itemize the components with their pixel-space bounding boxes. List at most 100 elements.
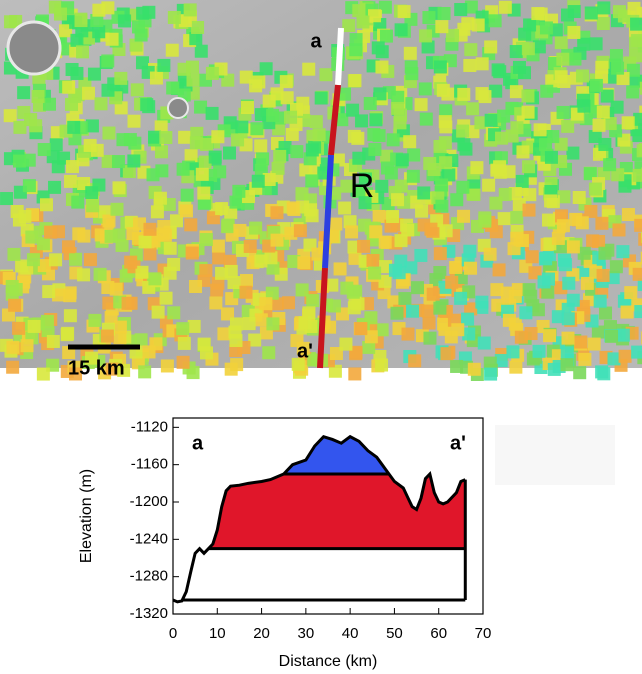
map-tile — [149, 337, 163, 351]
map-tile — [311, 247, 325, 261]
map-tile — [475, 87, 489, 101]
map-tile — [113, 331, 127, 345]
map-tile — [483, 356, 497, 370]
map-tile — [270, 233, 284, 247]
map-tile — [233, 223, 247, 237]
map-tile — [100, 329, 114, 343]
map-tile — [521, 105, 535, 119]
map-tile — [495, 131, 509, 145]
map-tile — [557, 74, 571, 88]
map-tile — [509, 360, 523, 374]
map-tile — [18, 209, 32, 223]
map-tile — [561, 312, 575, 326]
map-tile — [150, 205, 164, 219]
map-tile — [638, 232, 642, 246]
map-tile — [221, 220, 235, 234]
map-tile — [414, 248, 428, 262]
map-tile — [386, 209, 400, 223]
map-tile — [629, 36, 642, 50]
map-tile — [210, 283, 224, 297]
map-tile — [561, 8, 575, 22]
map-tile — [266, 261, 280, 275]
map-tile — [178, 130, 192, 144]
map-tile — [516, 145, 530, 159]
map-tile — [259, 297, 273, 311]
map-tile — [127, 114, 141, 128]
map-tile — [551, 310, 565, 324]
map-tile — [439, 224, 453, 238]
map-tile — [305, 209, 319, 223]
map-tile — [259, 62, 273, 76]
map-tile — [484, 40, 498, 54]
map-tile — [532, 344, 546, 358]
map-tile — [422, 316, 436, 330]
map-tile — [69, 367, 83, 381]
crater — [6, 20, 62, 76]
x-tick-label: 50 — [386, 625, 403, 642]
map-tile — [484, 113, 498, 127]
map-tile — [603, 158, 617, 172]
map-tile — [433, 60, 447, 74]
map-tile — [129, 38, 143, 52]
map-tile — [421, 304, 435, 318]
map-tile — [540, 84, 554, 98]
map-tile — [179, 204, 193, 218]
map-tile — [197, 337, 211, 351]
map-tile — [319, 68, 333, 82]
map-tile — [457, 209, 471, 223]
map-tile — [517, 66, 531, 80]
map-tile — [298, 316, 312, 330]
map-tile — [195, 167, 209, 181]
transect-segment — [317, 267, 328, 369]
map-tile — [631, 345, 642, 359]
map-tile — [554, 36, 568, 50]
map-tile — [163, 241, 177, 255]
map-tile — [158, 228, 172, 242]
map-tile — [576, 69, 590, 83]
map-tile — [92, 25, 106, 39]
map-tile — [394, 179, 408, 193]
map-tile — [265, 286, 279, 300]
map-tile — [475, 57, 489, 71]
scale-label: 15 km — [68, 357, 125, 379]
map-tile — [101, 154, 115, 168]
map-tile — [75, 24, 89, 38]
map-tile — [482, 178, 496, 192]
map-tile — [63, 289, 77, 303]
map-tile — [102, 126, 116, 140]
map-tile — [49, 138, 63, 152]
map-tile — [467, 362, 481, 376]
map-tile — [358, 196, 372, 210]
map-tile — [572, 191, 586, 205]
map-tile — [634, 305, 642, 319]
map-tile — [61, 326, 75, 340]
map-tile — [184, 218, 198, 232]
map-tile — [148, 272, 162, 286]
map-tile — [531, 7, 545, 21]
map-tile — [166, 81, 180, 95]
x-tick-label: 10 — [209, 625, 226, 642]
map-tile — [640, 251, 642, 265]
map-tile — [70, 66, 84, 80]
map-tile — [519, 306, 533, 320]
map-tile — [178, 14, 192, 28]
map-tile — [598, 137, 612, 151]
map-tile — [483, 247, 497, 261]
map-tile — [223, 254, 237, 268]
map-tile — [620, 305, 634, 319]
map-tile — [372, 129, 386, 143]
map-tile — [65, 97, 79, 111]
map-tile — [446, 29, 460, 43]
map-tile — [293, 224, 307, 238]
map-tile — [637, 278, 642, 292]
map-tile — [44, 225, 58, 239]
map-tile — [549, 23, 563, 37]
map-tile — [92, 3, 106, 17]
map-tile — [603, 117, 617, 131]
map-tile — [631, 298, 642, 312]
map-tile — [9, 14, 23, 28]
map-tile — [522, 160, 536, 174]
map-tile — [46, 334, 60, 348]
map-tile — [591, 325, 605, 339]
map-tile — [417, 186, 431, 200]
